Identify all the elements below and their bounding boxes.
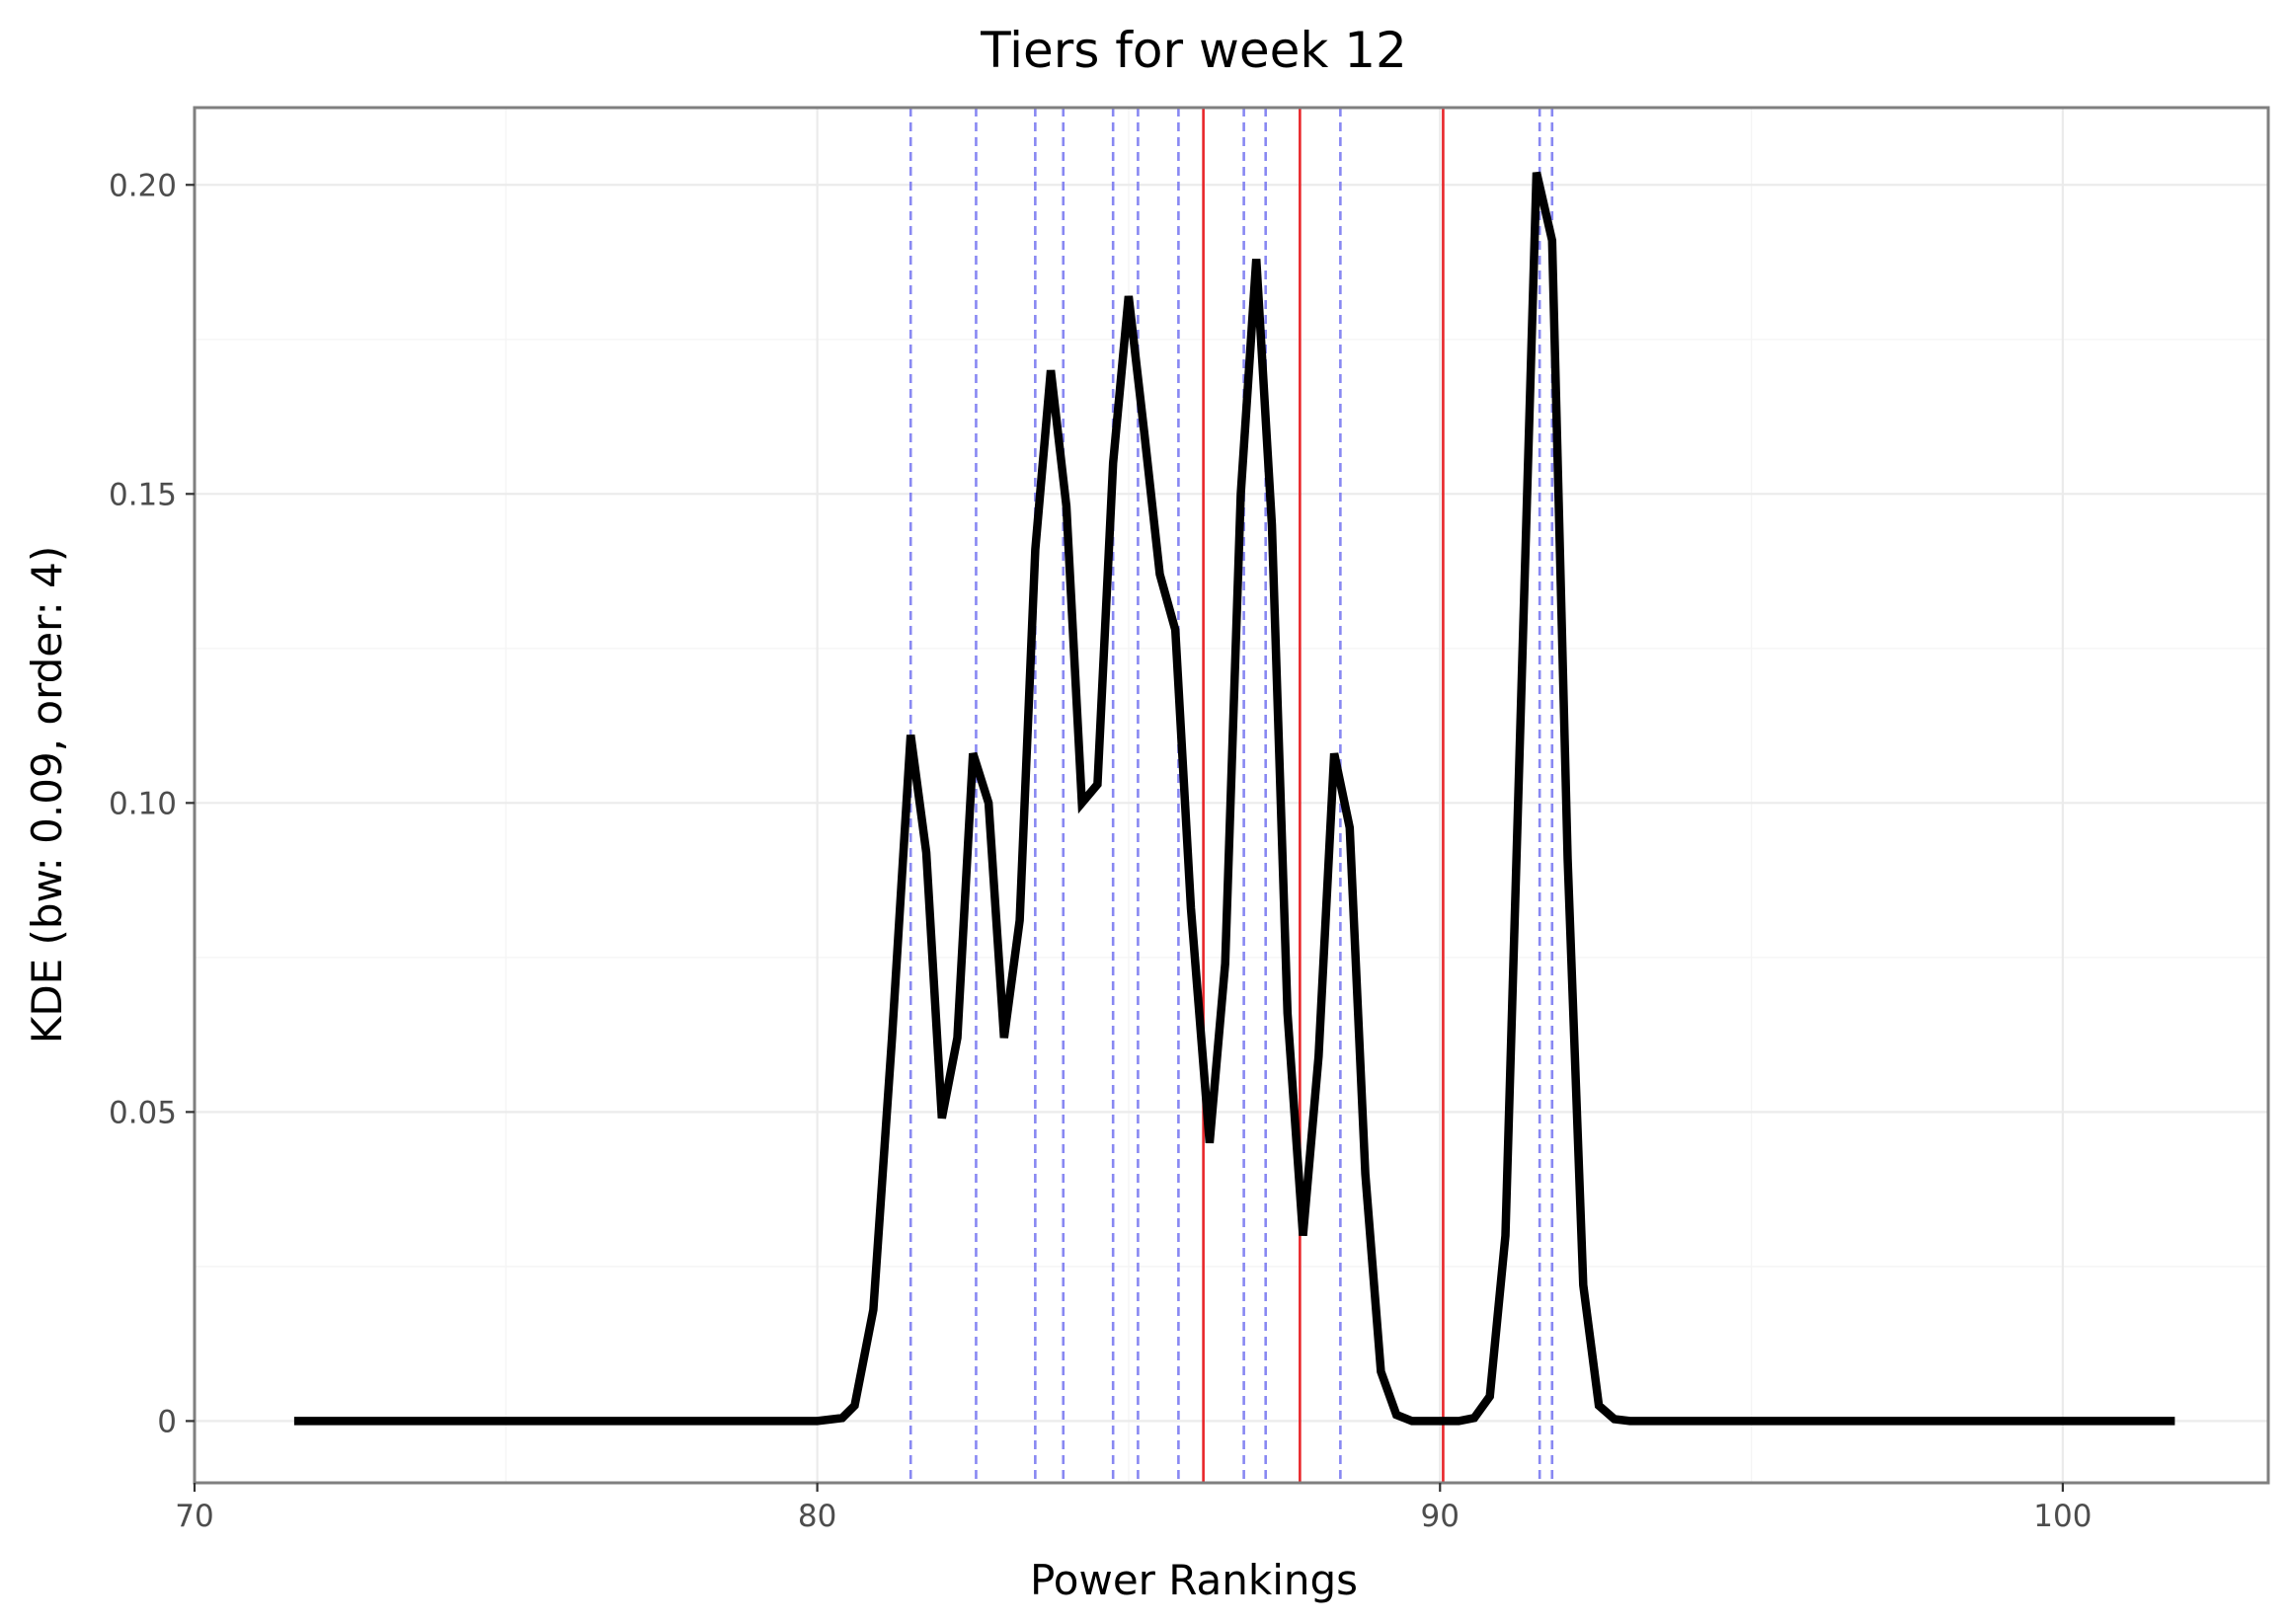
y-axis-ticks: 0 0.05 0.10 0.15 0.20	[109, 168, 195, 1439]
x-tick-label: 90	[1421, 1499, 1460, 1534]
y-axis-label: KDE (bw: 0.09, order: 4)	[23, 546, 71, 1044]
y-tick-label: 0.10	[109, 786, 177, 821]
tier-boundary-lines	[1202, 108, 1445, 1483]
y-tick-label: 0.15	[109, 477, 177, 512]
x-axis-ticks: 70 80 90 100	[175, 1483, 2092, 1534]
x-tick-label: 70	[175, 1499, 213, 1534]
minor-gridlines	[195, 108, 2268, 1483]
y-tick-label: 0	[157, 1404, 177, 1439]
x-axis-label: Power Rankings	[1030, 1556, 1358, 1604]
x-tick-label: 80	[798, 1499, 836, 1534]
x-tick-label: 100	[2033, 1499, 2092, 1534]
chart-title: Tiers for week 12	[980, 22, 1407, 79]
y-tick-label: 0.05	[109, 1095, 177, 1130]
kde-line	[293, 171, 2175, 1426]
kde-series	[293, 171, 2175, 1426]
y-tick-label: 0.20	[109, 168, 177, 203]
plot-border	[193, 106, 2270, 1485]
